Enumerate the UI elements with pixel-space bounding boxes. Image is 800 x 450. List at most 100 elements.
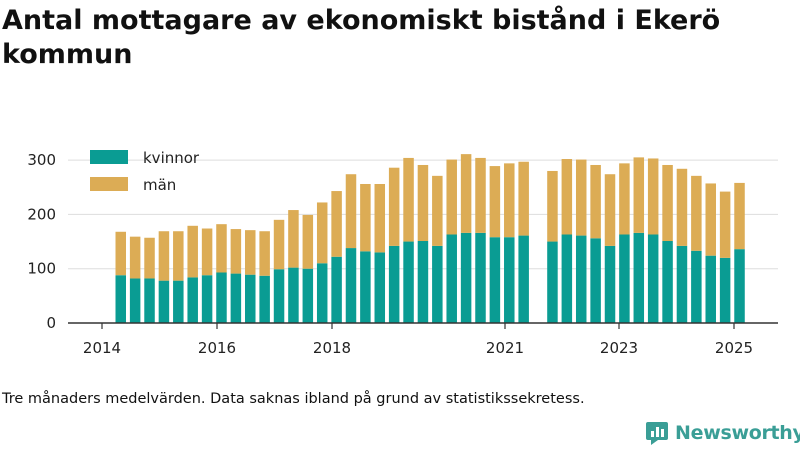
bar-man xyxy=(374,183,386,253)
bar-man xyxy=(518,161,529,236)
bar-kvinnor xyxy=(719,257,731,323)
bar-man xyxy=(475,157,486,233)
bar-kvinnor xyxy=(590,238,601,323)
x-tick-label: 2014 xyxy=(83,339,121,357)
bar-kvinnor xyxy=(259,275,270,323)
bar-kvinnor xyxy=(518,235,529,323)
chart-title: Antal mottagare av ekonomiskt bistånd i … xyxy=(2,5,721,70)
bar-man xyxy=(259,231,270,276)
bar-man xyxy=(719,191,731,258)
bar-man xyxy=(316,202,328,264)
bar-man xyxy=(273,219,285,270)
bar-kvinnor xyxy=(201,275,213,323)
bar-kvinnor xyxy=(705,255,716,323)
legend-swatch xyxy=(90,177,128,191)
x-tick-label: 2016 xyxy=(198,339,236,357)
bar-man xyxy=(619,163,630,235)
legend: kvinnor män xyxy=(90,149,200,194)
bar-kvinnor xyxy=(302,268,314,323)
bar-man xyxy=(489,166,501,238)
x-tick-label: 2018 xyxy=(313,339,351,357)
bar-kvinnor xyxy=(331,256,342,323)
bar-kvinnor xyxy=(374,252,386,323)
bar-kvinnor xyxy=(273,269,285,323)
bar-man xyxy=(662,164,673,242)
bar-kvinnor xyxy=(173,280,184,323)
bar-man xyxy=(230,229,242,274)
bar-kvinnor xyxy=(460,232,472,323)
bar-man xyxy=(504,163,515,238)
y-tick-label: 200 xyxy=(27,205,56,223)
x-tick-label: 2021 xyxy=(486,339,524,357)
x-tick-label: 2025 xyxy=(715,339,753,357)
bar-kvinnor xyxy=(575,235,587,323)
bar-kvinnor xyxy=(561,234,573,323)
bar-man xyxy=(245,230,256,275)
bar-man xyxy=(460,154,472,233)
bar-kvinnor xyxy=(245,274,256,323)
bar-man xyxy=(561,159,573,235)
bar-man xyxy=(633,157,645,233)
x-axis-ticks: 2014 2016 2018 2021 2023 2025 xyxy=(83,323,753,357)
bar-kvinnor xyxy=(446,234,457,323)
bar-kvinnor xyxy=(216,272,227,323)
newsworthy-logo-icon xyxy=(646,422,668,445)
bar-man xyxy=(691,175,702,251)
bar-man xyxy=(403,157,414,242)
bar-kvinnor xyxy=(504,237,515,323)
bar-kvinnor xyxy=(734,249,745,323)
bar-kvinnor xyxy=(345,248,357,323)
bar-man xyxy=(115,231,126,276)
bar-kvinnor xyxy=(288,267,299,323)
bar-man xyxy=(173,231,184,281)
bar-kvinnor xyxy=(115,275,126,323)
y-tick-label: 0 xyxy=(46,314,56,332)
y-axis-tick-labels: 0 100 200 300 xyxy=(27,151,56,332)
bar-kvinnor xyxy=(129,278,141,323)
bar-kvinnor xyxy=(144,278,155,323)
bar-kvinnor xyxy=(489,237,501,323)
bar-man xyxy=(647,158,659,235)
footnote: Tre månaders medelvärden. Data saknas ib… xyxy=(2,391,585,407)
bars xyxy=(115,154,745,323)
bar-man xyxy=(446,159,457,235)
bar-kvinnor xyxy=(360,251,371,323)
bar-man xyxy=(604,174,616,246)
bar-kvinnor xyxy=(230,273,242,323)
bar-kvinnor xyxy=(417,241,429,323)
bar-man xyxy=(360,183,371,252)
bar-man xyxy=(302,214,314,269)
bar-man xyxy=(734,182,745,250)
legend-label: män xyxy=(143,176,176,194)
bar-man xyxy=(288,210,299,268)
bar-kvinnor xyxy=(691,250,702,323)
y-tick-label: 100 xyxy=(27,260,56,278)
bar-kvinnor xyxy=(475,232,486,323)
bar-man xyxy=(187,225,198,278)
bar-man xyxy=(676,168,688,246)
bar-man xyxy=(144,237,155,279)
newsworthy-logo[interactable]: Newsworthy xyxy=(645,420,800,446)
bar-kvinnor xyxy=(676,245,688,323)
y-tick-label: 300 xyxy=(27,151,56,169)
bar-man xyxy=(417,164,429,242)
legend-swatch xyxy=(90,150,128,164)
bar-man xyxy=(575,159,587,236)
bar-man xyxy=(432,175,443,246)
legend-label: kvinnor xyxy=(143,149,200,167)
brand-name: Newsworthy xyxy=(675,422,800,444)
bar-kvinnor xyxy=(604,245,616,323)
bar-man xyxy=(705,183,716,256)
bar-man xyxy=(201,228,213,276)
bar-kvinnor xyxy=(316,263,328,323)
bar-kvinnor xyxy=(662,241,673,323)
bar-man xyxy=(129,236,141,279)
bar-kvinnor xyxy=(633,232,645,323)
bar-kvinnor xyxy=(619,234,630,323)
bar-kvinnor xyxy=(388,245,400,323)
bar-man xyxy=(388,167,400,246)
stacked-bar-chart: 0 100 200 300 2014 2016 2018 2021 2023 2025 kvin… xyxy=(27,149,778,357)
bar-kvinnor xyxy=(158,280,170,323)
bar-man xyxy=(345,174,357,249)
bar-kvinnor xyxy=(432,245,443,323)
